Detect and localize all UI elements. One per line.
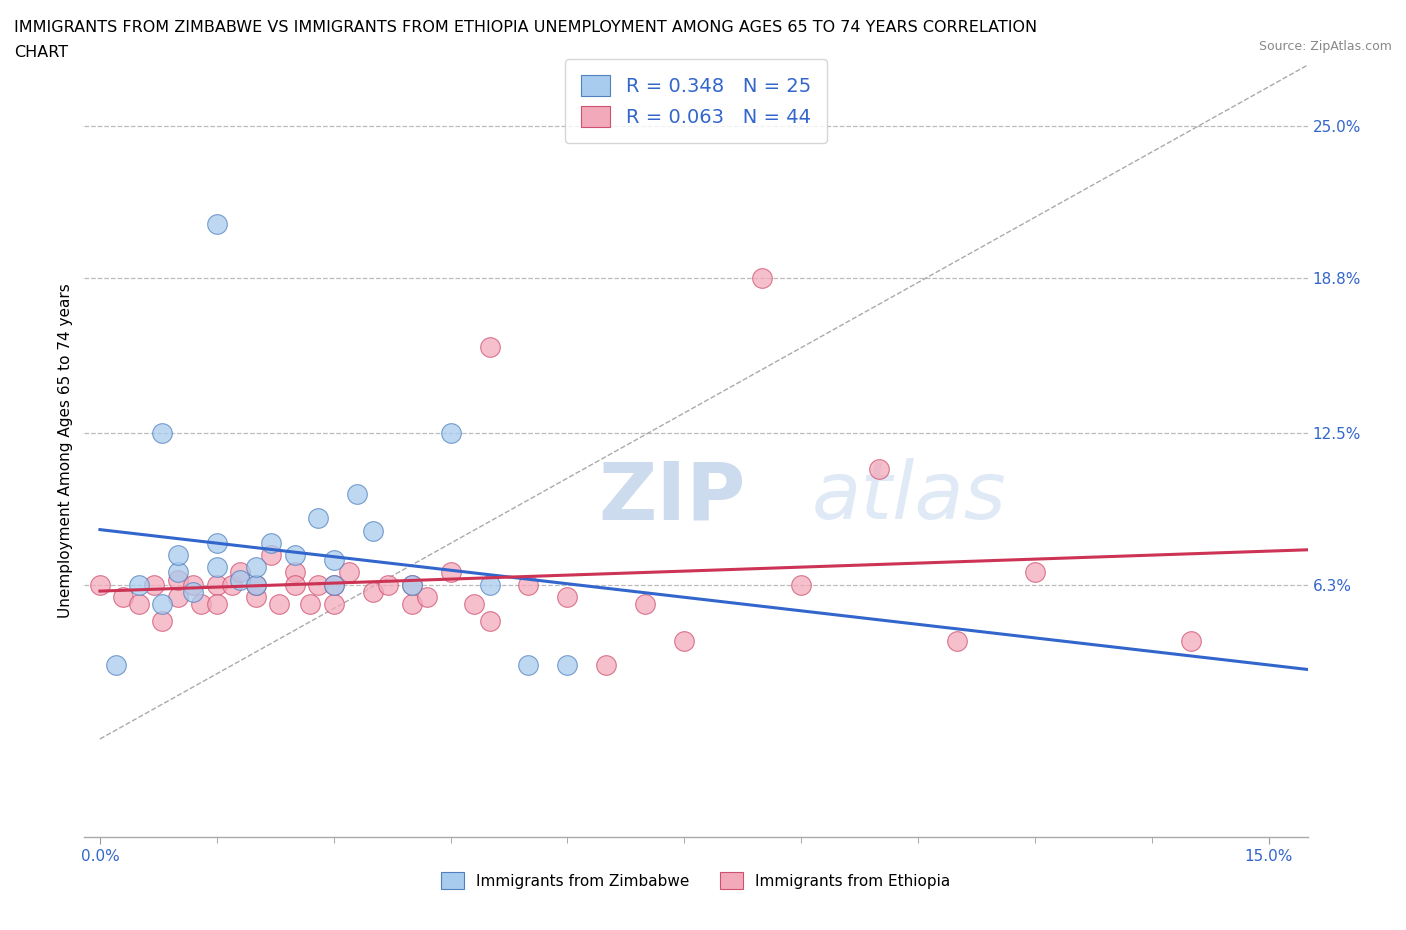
Point <box>361 585 384 600</box>
Point <box>307 578 329 592</box>
Text: IMMIGRANTS FROM ZIMBABWE VS IMMIGRANTS FROM ETHIOPIA UNEMPLOYMENT AMONG AGES 65 : IMMIGRANTS FROM ZIMBABWE VS IMMIGRANTS F… <box>14 20 1038 35</box>
Point <box>401 578 423 592</box>
Point <box>401 578 423 592</box>
Point <box>89 578 111 592</box>
Point <box>1180 633 1202 648</box>
Point <box>205 536 228 551</box>
Text: CHART: CHART <box>14 45 67 60</box>
Point <box>322 578 344 592</box>
Point <box>190 597 212 612</box>
Point <box>166 590 188 604</box>
Point <box>346 486 368 501</box>
Point <box>595 658 617 673</box>
Text: atlas: atlas <box>813 458 1007 537</box>
Point <box>517 658 540 673</box>
Point <box>229 565 252 579</box>
Point <box>183 578 205 592</box>
Point <box>634 597 657 612</box>
Point <box>245 590 267 604</box>
Point <box>284 565 307 579</box>
Point <box>439 425 461 440</box>
Point <box>221 578 243 592</box>
Point <box>478 614 501 629</box>
Point <box>463 597 485 612</box>
Legend: Immigrants from Zimbabwe, Immigrants from Ethiopia: Immigrants from Zimbabwe, Immigrants fro… <box>434 866 957 895</box>
Point <box>205 217 228 232</box>
Point <box>205 560 228 575</box>
Point <box>104 658 127 673</box>
Point <box>401 597 423 612</box>
Point <box>377 578 399 592</box>
Point <box>284 548 307 563</box>
Point <box>166 548 188 563</box>
Point <box>322 552 344 567</box>
Point <box>245 560 267 575</box>
Point <box>517 578 540 592</box>
Text: ZIP: ZIP <box>598 458 745 537</box>
Point <box>307 511 329 525</box>
Text: Source: ZipAtlas.com: Source: ZipAtlas.com <box>1258 40 1392 53</box>
Point <box>150 597 173 612</box>
Point <box>868 462 890 477</box>
Point <box>751 271 773 286</box>
Point <box>143 578 166 592</box>
Point <box>260 536 283 551</box>
Point <box>205 578 228 592</box>
Point <box>337 565 360 579</box>
Point <box>322 578 344 592</box>
Point <box>112 590 135 604</box>
Point <box>299 597 322 612</box>
Point <box>946 633 969 648</box>
Point <box>478 339 501 354</box>
Point <box>128 578 150 592</box>
Point <box>229 572 252 587</box>
Point <box>1024 565 1046 579</box>
Point <box>128 597 150 612</box>
Point <box>439 565 461 579</box>
Point <box>557 658 579 673</box>
Point <box>150 614 173 629</box>
Point <box>361 524 384 538</box>
Point <box>166 565 188 579</box>
Point <box>166 572 188 587</box>
Point <box>322 597 344 612</box>
Point <box>205 597 228 612</box>
Point <box>269 597 291 612</box>
Point <box>478 578 501 592</box>
Y-axis label: Unemployment Among Ages 65 to 74 years: Unemployment Among Ages 65 to 74 years <box>58 284 73 618</box>
Point <box>183 585 205 600</box>
Point <box>557 590 579 604</box>
Point <box>673 633 696 648</box>
Point <box>150 425 173 440</box>
Point <box>245 578 267 592</box>
Point <box>416 590 439 604</box>
Point <box>245 578 267 592</box>
Point <box>260 548 283 563</box>
Point <box>790 578 813 592</box>
Point <box>284 578 307 592</box>
